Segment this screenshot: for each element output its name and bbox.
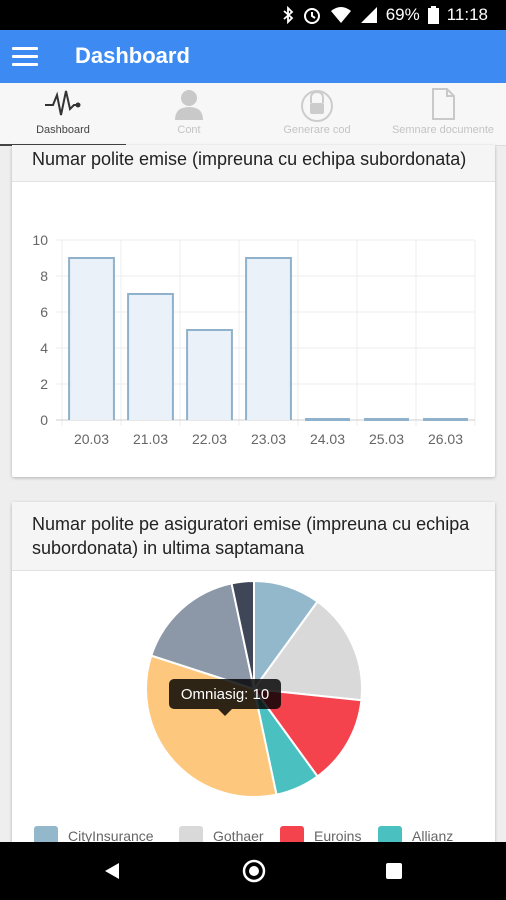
chart-tooltip: Omniasig: 10 bbox=[169, 679, 281, 716]
policies-issued-card: Numar polite emise (impreuna cu echipa s… bbox=[12, 145, 495, 477]
x-tick-label: 22.03 bbox=[192, 431, 227, 447]
legend-label[interactable]: CityInsurance bbox=[68, 828, 154, 844]
bar[interactable] bbox=[246, 258, 291, 420]
tab-label: Semnare documente bbox=[391, 124, 495, 136]
bar-chart: 0 2 4 6 8 10 20.03 21.03 22.03 23.03 24.03 25.03 26.… bbox=[32, 232, 476, 447]
tooltip-box bbox=[169, 679, 281, 709]
pie-slice[interactable] bbox=[251, 687, 363, 778]
bar[interactable] bbox=[69, 258, 114, 420]
bar-outline bbox=[68, 257, 115, 420]
home-icon[interactable] bbox=[242, 859, 266, 883]
status-bar: 69% 11:18 bbox=[0, 0, 506, 30]
legend-label[interactable]: Allianz bbox=[412, 828, 453, 844]
tab-dashboard[interactable]: Dashboard bbox=[0, 83, 126, 146]
x-tick-label: 23.03 bbox=[251, 431, 286, 447]
alarm-icon bbox=[303, 8, 320, 24]
legend-swatch bbox=[34, 826, 58, 844]
recents-icon[interactable] bbox=[386, 863, 402, 879]
legend-label[interactable]: Gothaer bbox=[213, 828, 264, 844]
bar-outline bbox=[127, 293, 174, 420]
y-tick-label: 4 bbox=[40, 340, 48, 356]
bar-outline bbox=[186, 329, 233, 420]
lock-icon bbox=[301, 90, 333, 122]
bar[interactable] bbox=[187, 330, 232, 420]
tab-cont[interactable]: Cont bbox=[126, 83, 252, 145]
y-tick-label: 8 bbox=[40, 268, 48, 284]
policies-by-insurer-card: Numar polite pe asiguratori emise (impre… bbox=[12, 502, 495, 862]
y-tick-label: 0 bbox=[40, 412, 48, 428]
legend-swatch bbox=[378, 826, 402, 844]
x-tick-label: 21.03 bbox=[133, 431, 168, 447]
battery-percent: 69% bbox=[385, 5, 420, 24]
user-icon bbox=[175, 90, 203, 120]
y-tick-label: 10 bbox=[32, 232, 48, 248]
pie-slice[interactable] bbox=[150, 582, 256, 691]
x-tick-label: 26.03 bbox=[428, 431, 463, 447]
system-nav-bar bbox=[0, 842, 506, 900]
pulse-icon bbox=[45, 90, 81, 116]
tooltip-text: Omniasig: 10 bbox=[181, 686, 269, 703]
card-title: Numar polite pe asiguratori emise (impre… bbox=[12, 502, 495, 571]
wifi-icon bbox=[330, 7, 351, 23]
app-bar: Dashboard bbox=[0, 30, 506, 83]
legend-swatch bbox=[280, 826, 304, 844]
x-tick-label: 25.03 bbox=[369, 431, 404, 447]
pie-chart: Omniasig: 10 CityInsurance Gothaer Euroins A… bbox=[34, 579, 453, 844]
tab-semnare-documente[interactable]: Semnare documente bbox=[380, 83, 506, 145]
legend-swatch bbox=[179, 826, 203, 844]
document-icon bbox=[432, 88, 455, 120]
tooltip-caret bbox=[218, 709, 232, 716]
bluetooth-icon bbox=[283, 6, 294, 24]
signal-icon bbox=[360, 7, 377, 23]
tab-generare-cod[interactable]: Generare cod bbox=[254, 83, 380, 145]
y-tick-label: 2 bbox=[40, 376, 48, 392]
pie-slice[interactable] bbox=[230, 579, 255, 690]
bar[interactable] bbox=[128, 294, 173, 420]
card-title: Numar polite emise (impreuna cu echipa s… bbox=[12, 145, 495, 182]
battery-icon bbox=[427, 6, 439, 24]
x-tick-label: 24.03 bbox=[310, 431, 345, 447]
tab-bar: Dashboard Cont Generare cod Semnare docu… bbox=[0, 83, 506, 146]
y-tick-label: 6 bbox=[40, 304, 48, 320]
back-icon[interactable] bbox=[103, 862, 121, 880]
tab-label: Cont bbox=[177, 124, 201, 136]
bar-outline bbox=[245, 257, 292, 420]
pie-slice[interactable] bbox=[252, 600, 363, 702]
menu-button[interactable] bbox=[12, 42, 40, 70]
app-title: Dashboard bbox=[75, 43, 190, 68]
legend-label[interactable]: Euroins bbox=[314, 828, 361, 844]
tab-label: Generare cod bbox=[283, 124, 351, 136]
tab-label: Dashboard bbox=[36, 124, 90, 136]
clock: 11:18 bbox=[446, 5, 488, 24]
x-tick-label: 20.03 bbox=[74, 431, 109, 447]
